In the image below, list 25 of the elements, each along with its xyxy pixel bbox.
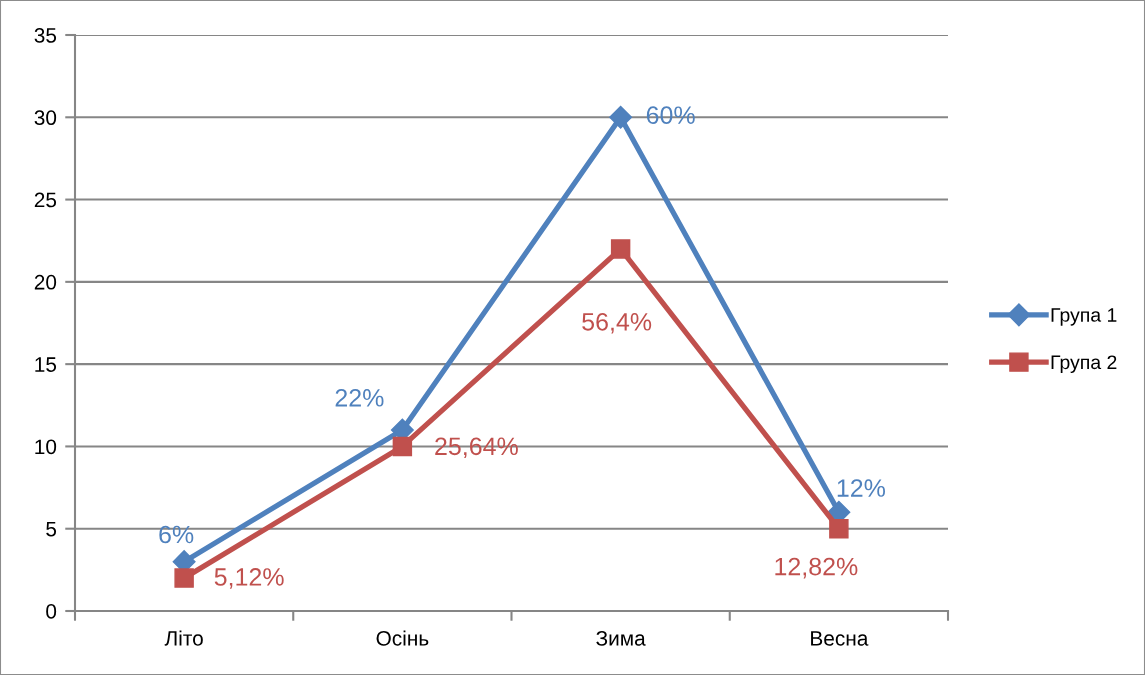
annotation: 12,82% <box>775 557 858 579</box>
point <box>609 105 633 129</box>
y-tick-label: 25 <box>34 192 57 208</box>
x-tick-label: Весна <box>811 631 869 646</box>
y-tick-label: 20 <box>34 274 57 290</box>
point <box>174 568 194 588</box>
annotation: 56,4% <box>582 312 652 334</box>
y-tick-label: 15 <box>35 357 57 372</box>
legend-label: Група 1 <box>1051 308 1117 326</box>
annotation: 6% <box>159 525 194 544</box>
annotation: 12% <box>837 479 885 497</box>
y-tick-label: 0 <box>46 604 57 619</box>
y-tick-label: 5 <box>46 521 57 537</box>
y-tick-label: 10 <box>35 439 57 455</box>
x-tick-label: Зима <box>596 631 646 646</box>
point <box>610 239 631 259</box>
annotation: 22% <box>335 388 384 407</box>
y-tick-label: 30 <box>34 110 57 126</box>
legend-label: Група 2 <box>1051 355 1117 373</box>
point <box>392 436 413 457</box>
x-tick-label: Літо <box>164 630 203 646</box>
annotation: 5,12% <box>214 568 284 589</box>
point <box>829 518 849 539</box>
x-tick-label: Осінь <box>376 630 429 646</box>
y-tick-label: 35 <box>34 28 57 43</box>
